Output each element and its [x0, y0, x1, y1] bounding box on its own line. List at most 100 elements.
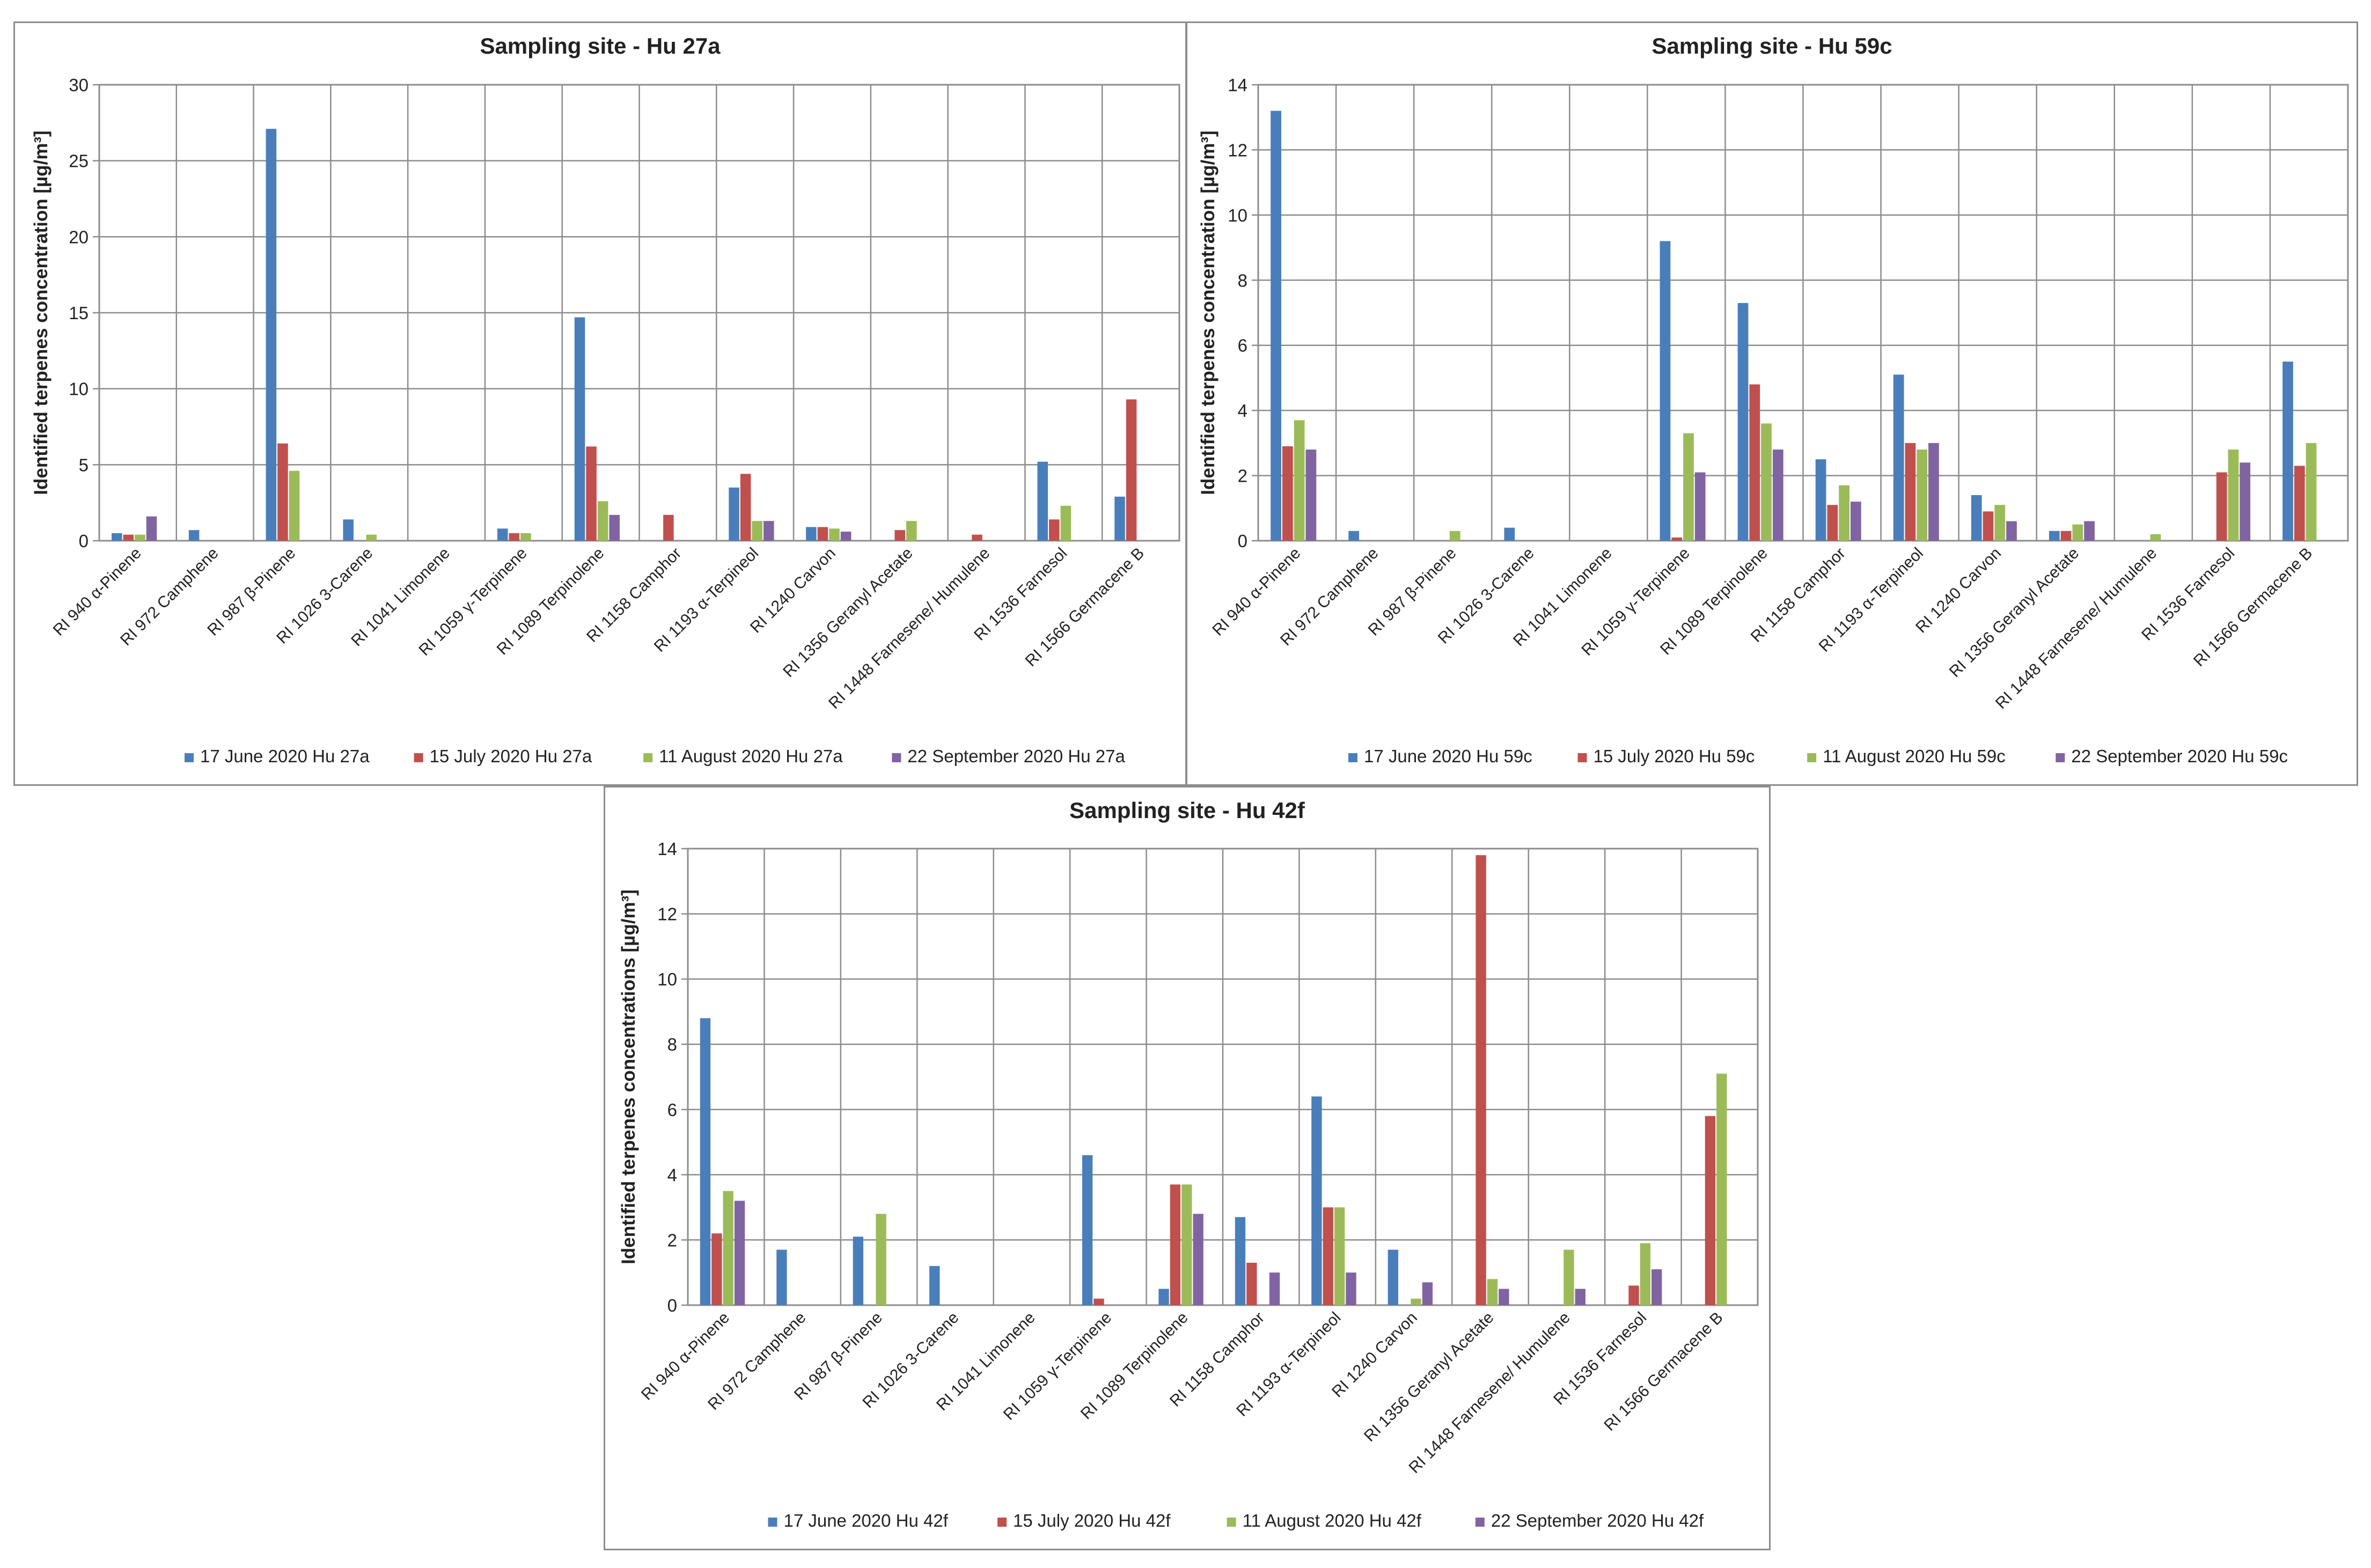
y-tick-label: 6: [1238, 336, 1247, 356]
legend-swatch-22-september-2020-hu-27a: [892, 753, 901, 762]
bar-22-september-2020-hu-59c-ri-1536-farnesol: [2240, 462, 2251, 541]
legend-label: 11 August 2020 Hu 42f: [1243, 1511, 1422, 1530]
bar-15-july-2020-hu-59c-ri-1240-carvon: [1983, 511, 1994, 541]
bar-17-june-2020-hu-59c-ri-1566-germacene-b: [2282, 362, 2293, 541]
bar-11-august-2020-hu-42f-ri-987-pinene: [876, 1213, 886, 1305]
y-tick-label: 0: [79, 531, 89, 551]
chart-title: Sampling site - Hu 27a: [480, 33, 721, 58]
bar-17-june-2020-hu-27a-ri-940-pinene: [112, 533, 122, 541]
bar-11-august-2020-hu-27a-ri-940-pinene: [135, 534, 145, 541]
bar-15-july-2020-hu-42f-ri-940-pinene: [711, 1233, 722, 1305]
legend-label: 22 September 2020 Hu 27a: [907, 746, 1125, 766]
legend-swatch-17-june-2020-hu-27a: [184, 753, 194, 762]
legend-label: 17 June 2020 Hu 59c: [1364, 746, 1532, 766]
bar-17-june-2020-hu-59c-ri-1356-geranyl-acetate: [2049, 531, 2060, 541]
bar-17-june-2020-hu-27a-ri-1089-terpinolene: [574, 317, 585, 541]
legend-swatch-11-august-2020-hu-59c: [1807, 753, 1817, 762]
y-tick-label: 0: [1238, 531, 1247, 551]
bar-11-august-2020-hu-27a-ri-1193-terpineol: [752, 521, 762, 541]
x-tick-label: RI 1240 Carvon: [1912, 544, 2005, 637]
legend-label: 15 July 2020 Hu 27a: [430, 746, 592, 766]
chart-hu27a: Sampling site - Hu 27a 0 5 10 15 20 25 30 Identi…: [31, 33, 1180, 766]
y-tick-label: 20: [69, 227, 89, 247]
legend-label: 22 September 2020 Hu 59c: [2071, 746, 2288, 766]
bar-17-june-2020-hu-42f-ri-1240-carvon: [1388, 1249, 1399, 1305]
bar-17-june-2020-hu-42f-ri-1089-terpinolene: [1158, 1289, 1169, 1305]
y-tick-label: 8: [667, 1035, 677, 1055]
y-tick-label: 2: [667, 1230, 677, 1250]
legend-label: 11 August 2020 Hu 27a: [659, 746, 843, 766]
bar-17-june-2020-hu-42f-ri-1158-camphor: [1235, 1217, 1246, 1305]
bar-15-july-2020-hu-27a-ri-1566-germacene-b: [1126, 399, 1137, 541]
bar-15-july-2020-hu-27a-ri-1193-terpineol: [740, 474, 751, 541]
y-tick-label: 15: [69, 303, 89, 323]
bar-11-august-2020-hu-42f-ri-1193-terpineol: [1334, 1207, 1345, 1305]
bar-17-june-2020-hu-42f-ri-940-pinene: [700, 1018, 711, 1305]
legend-swatch-22-september-2020-hu-59c: [2056, 753, 2065, 762]
bar-11-august-2020-hu-59c-ri-940-pinene: [1294, 420, 1305, 541]
y-tick-label: 30: [69, 75, 89, 95]
x-tick-label: RI 1448 Farnesene/ Humulene: [1405, 1309, 1573, 1477]
legend-swatch-22-september-2020-hu-42f: [1475, 1518, 1485, 1527]
bar-22-september-2020-hu-59c-ri-1059-terpinene: [1694, 472, 1706, 541]
legend: 17 June 2020 Hu 27a 15 July 2020 Hu 27a 11…: [184, 746, 1125, 766]
bar-17-june-2020-hu-27a-ri-1566-germacene-b: [1114, 496, 1125, 541]
bar-17-june-2020-hu-59c-ri-972-camphene: [1348, 531, 1360, 541]
legend-label: 15 July 2020 Hu 59c: [1594, 746, 1755, 766]
bar-15-july-2020-hu-42f-ri-1536-farnesol: [1628, 1285, 1639, 1305]
legend-swatch-15-july-2020-hu-27a: [414, 753, 423, 762]
bar-15-july-2020-hu-27a-ri-1448-farnesene-humulene: [972, 534, 982, 541]
bar-11-august-2020-hu-27a-ri-987-pinene: [289, 470, 300, 541]
legend-swatch-15-july-2020-hu-59c: [1577, 753, 1587, 762]
bar-22-september-2020-hu-42f-ri-1448-farnesene-humulene: [1575, 1289, 1585, 1305]
legend-label: 22 September 2020 Hu 42f: [1491, 1511, 1704, 1530]
bar-17-june-2020-hu-42f-ri-1059-terpinene: [1082, 1155, 1093, 1305]
bar-15-july-2020-hu-27a-ri-940-pinene: [123, 534, 134, 541]
y-tick-label: 2: [1238, 466, 1247, 486]
bar-11-august-2020-hu-42f-ri-940-pinene: [723, 1191, 733, 1305]
bar-17-june-2020-hu-42f-ri-987-pinene: [853, 1236, 864, 1305]
bar-17-june-2020-hu-27a-ri-1240-carvon: [806, 527, 817, 541]
bar-15-july-2020-hu-27a-ri-1356-geranyl-acetate: [894, 530, 905, 541]
x-tick-label: RI 1448 Farnesene/ Humulene: [825, 544, 993, 712]
y-tick-label: 10: [1228, 205, 1247, 225]
legend-swatch-15-july-2020-hu-42f: [997, 1518, 1007, 1527]
legend-swatch-11-august-2020-hu-27a: [643, 753, 653, 762]
bar-22-september-2020-hu-42f-ri-1240-carvon: [1422, 1282, 1433, 1305]
bar-15-july-2020-hu-42f-ri-1089-terpinolene: [1170, 1184, 1181, 1305]
bar-15-july-2020-hu-59c-ri-1158-camphor: [1827, 505, 1838, 541]
bar-15-july-2020-hu-42f-ri-1158-camphor: [1246, 1262, 1257, 1305]
bar-11-august-2020-hu-42f-ri-1566-germacene-b: [1716, 1073, 1727, 1305]
legend-swatch-11-august-2020-hu-42f: [1227, 1518, 1236, 1527]
bar-22-september-2020-hu-59c-ri-1158-camphor: [1850, 502, 1861, 541]
bar-17-june-2020-hu-42f-ri-1026-3-carene: [929, 1266, 940, 1305]
bar-17-june-2020-hu-59c-ri-1158-camphor: [1815, 459, 1826, 541]
y-tick-label: 8: [1238, 270, 1247, 290]
bar-15-july-2020-hu-27a-ri-1158-camphor: [663, 514, 674, 541]
x-tick-label: RI 1356 Geranyl Acetate: [1361, 1309, 1497, 1445]
bar-17-june-2020-hu-27a-ri-1026-3-carene: [343, 519, 354, 541]
y-tick-label: 10: [657, 969, 677, 989]
bar-17-june-2020-hu-27a-ri-1536-farnesol: [1037, 461, 1048, 541]
y-axis-label: Identified terpenes concentration [µg/m³…: [31, 130, 52, 495]
bar-22-september-2020-hu-59c-ri-1356-geranyl-acetate: [2084, 521, 2095, 541]
chart-title: Sampling site - Hu 59c: [1651, 33, 1892, 58]
bar-15-july-2020-hu-27a-ri-987-pinene: [277, 443, 288, 541]
bar-15-july-2020-hu-27a-ri-1240-carvon: [817, 527, 828, 541]
bar-11-august-2020-hu-59c-ri-1536-farnesol: [2228, 450, 2239, 541]
bar-17-june-2020-hu-27a-ri-987-pinene: [266, 129, 277, 541]
bar-15-july-2020-hu-59c-ri-1059-terpinene: [1671, 537, 1683, 541]
y-axis-label: Identified terpenes concentration [µg/m³…: [1198, 130, 1218, 495]
chart-panel-hu42f: Sampling site - Hu 42f 0 2 4 6 8 10 12 14 Identif…: [604, 786, 1771, 1550]
y-tick-label: 0: [667, 1295, 677, 1315]
chart-hu59c: Sampling site - Hu 59c 0 2 4 6 8 10 12 14 Identif…: [1198, 33, 2349, 766]
bar-17-june-2020-hu-59c-ri-1193-terpineol: [1893, 374, 1904, 541]
y-tick-label: 12: [1228, 140, 1247, 160]
bar-22-september-2020-hu-42f-ri-1193-terpineol: [1346, 1272, 1356, 1305]
y-tick-label: 6: [667, 1100, 677, 1120]
bar-22-september-2020-hu-42f-ri-1536-farnesol: [1651, 1269, 1662, 1305]
bar-11-august-2020-hu-59c-ri-1059-terpinene: [1683, 433, 1694, 541]
bar-17-june-2020-hu-59c-ri-940-pinene: [1271, 111, 1281, 541]
bar-22-september-2020-hu-59c-ri-1193-terpineol: [1928, 443, 1939, 541]
bar-15-july-2020-hu-27a-ri-1089-terpinolene: [586, 446, 597, 541]
